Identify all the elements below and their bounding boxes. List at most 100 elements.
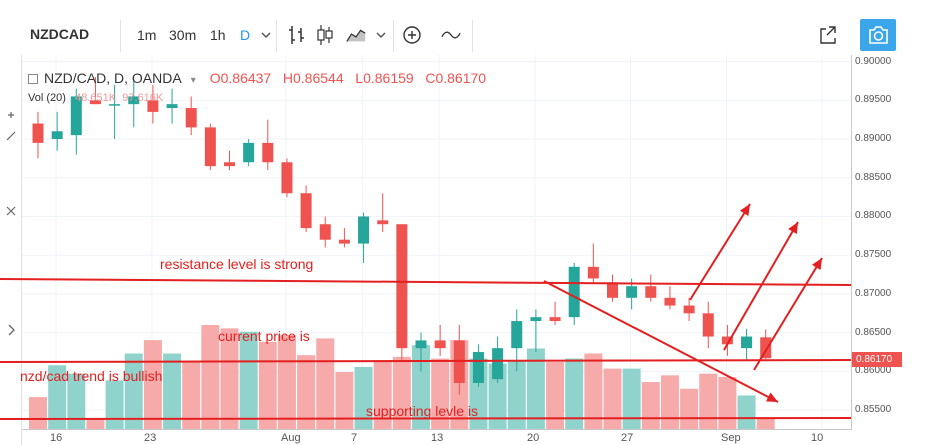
candle-body <box>204 127 216 167</box>
candle-body <box>645 286 657 298</box>
support-line <box>0 417 852 420</box>
volume-ma-value: 97.616K <box>122 92 164 104</box>
symbol-search[interactable]: NZDCAD <box>30 26 90 42</box>
candle-body <box>702 313 714 337</box>
time-tick-label: 13 <box>431 432 444 444</box>
price-tick-label: 0.86500 <box>855 326 892 338</box>
up-arrow-2 <box>723 221 799 351</box>
volume-bar <box>660 375 679 429</box>
volume-bar <box>201 325 220 429</box>
volume-bar <box>258 341 277 429</box>
volume-bar <box>29 397 47 429</box>
volume-bar <box>143 340 162 429</box>
candle-body <box>32 123 44 143</box>
volume-bar <box>584 353 603 429</box>
legend-high: H0.86544 <box>282 70 344 86</box>
volume-bar <box>220 328 239 429</box>
chart-toolbar: NZDCAD 1m 30m 1h D <box>0 0 926 70</box>
chevron-down-icon[interactable]: ▾ <box>190 75 196 86</box>
candle-body <box>626 286 638 298</box>
time-tick-label: 7 <box>351 432 358 444</box>
candle-body <box>319 224 331 240</box>
volume-bar <box>86 418 105 429</box>
candle-body <box>185 108 197 128</box>
snapshot-button[interactable] <box>860 19 896 51</box>
volume-bar <box>163 353 182 429</box>
resistance-annotation: resistance level is strong <box>160 256 314 272</box>
candle-body <box>338 239 350 244</box>
candle-body <box>89 100 101 105</box>
volume-bar <box>335 371 354 429</box>
time-tick-label: 23 <box>144 432 157 444</box>
current-price-annotation: current price is <box>218 328 310 344</box>
candle-body <box>741 336 753 349</box>
candle-body <box>166 104 178 109</box>
up-arrow-1-head <box>739 204 750 216</box>
resistance-line <box>0 278 852 286</box>
area-chart-icon[interactable] <box>345 22 367 48</box>
up-arrow-1 <box>689 203 751 301</box>
time-tick-label: Sep <box>721 432 741 444</box>
volume-bar <box>756 418 775 429</box>
trend-annotation: nzd/cad trend is bullish <box>20 368 163 384</box>
time-tick-label: Aug <box>281 432 301 444</box>
chevron-down-icon[interactable] <box>373 22 395 48</box>
candle-body <box>587 266 599 279</box>
toolbar-divider <box>120 20 121 52</box>
drawn-horizontal-lines <box>0 278 852 420</box>
time-tick-label: 20 <box>527 432 540 444</box>
interval-30m-button[interactable]: 30m <box>169 27 197 43</box>
volume-bar <box>680 388 699 429</box>
price-tick-label: 0.88500 <box>855 171 892 183</box>
fullscreen-icon[interactable] <box>817 22 839 48</box>
candle-body <box>109 104 121 106</box>
candle-body <box>358 216 370 244</box>
candle-body <box>492 348 504 380</box>
current-price-line <box>0 359 852 363</box>
interval-d-button[interactable]: D <box>240 27 251 43</box>
volume-bar <box>354 366 373 429</box>
chevron-down-icon[interactable] <box>258 22 280 48</box>
price-tick-label: 0.86000 <box>855 365 892 377</box>
down-trend-arrow <box>543 280 779 403</box>
volume-bar <box>124 353 143 429</box>
bar-chart-icon[interactable] <box>286 22 308 48</box>
collapse-legend-icon[interactable] <box>28 74 38 84</box>
interval-1m-button[interactable]: 1m <box>137 27 157 43</box>
candle-body <box>511 321 523 349</box>
price-tick-label: 0.87500 <box>855 249 892 261</box>
volume-bar <box>507 360 526 429</box>
time-tick-label: 16 <box>50 432 63 444</box>
interval-1h-button[interactable]: 1h <box>210 27 226 43</box>
price-axis[interactable] <box>851 55 911 429</box>
drawn-arrows <box>543 203 823 403</box>
volume-bar <box>277 335 296 429</box>
candlesticks <box>32 77 772 395</box>
candle-body <box>664 297 676 306</box>
volume-value: 48.651K <box>75 92 117 104</box>
legend-close: C0.86170 <box>425 70 487 86</box>
add-indicator-icon[interactable] <box>401 22 423 48</box>
price-tick-label: 0.89000 <box>855 133 892 144</box>
candle-body <box>607 282 618 298</box>
camera-icon <box>869 26 888 44</box>
candle-body <box>262 142 274 163</box>
drawing-tools-icons[interactable] <box>0 55 22 445</box>
volume-bar <box>641 382 660 429</box>
volume-bar <box>622 368 641 429</box>
candlestick-icon[interactable] <box>314 22 336 48</box>
time-tick-label: 27 <box>621 432 634 444</box>
toolbar-divider <box>393 20 394 52</box>
time-axis[interactable] <box>22 429 852 445</box>
down-trend-arrow-head <box>765 392 778 402</box>
candle-body <box>549 317 561 322</box>
candle-body <box>147 100 159 112</box>
price-tick-label: 0.88000 <box>855 210 892 222</box>
up-arrow-2-head <box>788 222 798 235</box>
up-arrow-3 <box>753 257 823 371</box>
volume-bar <box>737 395 756 429</box>
time-tick-label: 10 <box>811 432 824 444</box>
compare-icon[interactable] <box>440 22 462 48</box>
volume-bar <box>565 358 584 429</box>
